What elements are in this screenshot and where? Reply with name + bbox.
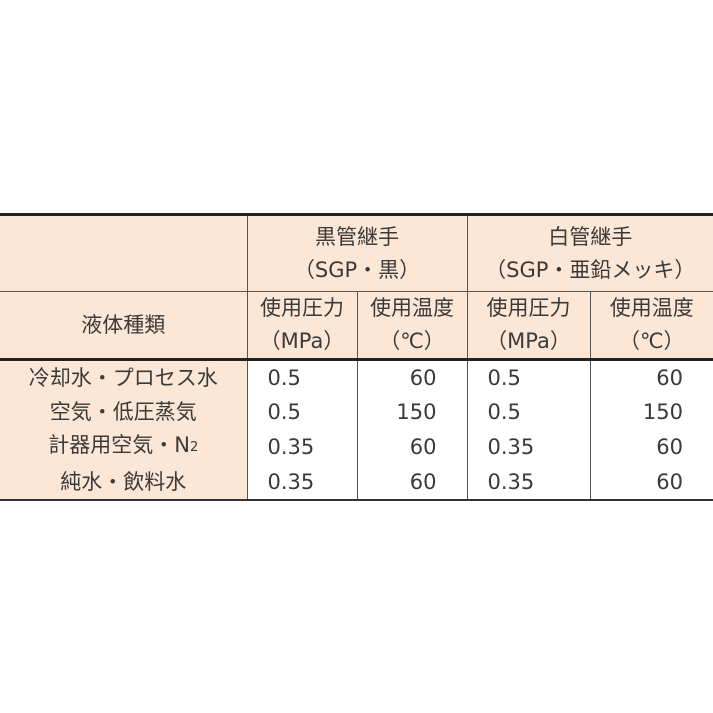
temperature-cell: 150 — [356, 395, 467, 429]
temperature-cell: 60 — [356, 429, 467, 465]
table-row: 純水・飲料水 0.35 60 0.35 60 — [0, 465, 713, 501]
table-row: 計器用空気・N2 0.35 60 0.35 60 — [0, 429, 713, 465]
pressure-temperature-table: 黒管継手 （SGP・黒） 白管継手 （SGP・亜鉛メッキ） 液体種類 使用圧力 （MP… — [0, 213, 713, 501]
unit: （℃） — [379, 329, 445, 353]
header-temperature: 使用温度 （℃） — [589, 291, 713, 361]
subscript: 2 — [189, 440, 199, 455]
group-title: 黒管継手 — [315, 224, 399, 249]
table-row: 空気・低圧蒸気 0.5 150 0.5 150 — [0, 395, 713, 429]
pressure-cell: 0.35 — [466, 429, 590, 465]
header-pressure: 使用圧力 （MPa） — [246, 291, 357, 361]
temperature-cell: 60 — [356, 465, 467, 501]
header-row-groups: 黒管継手 （SGP・黒） 白管継手 （SGP・亜鉛メッキ） — [0, 213, 713, 292]
header-white-fittings: 白管継手 （SGP・亜鉛メッキ） — [466, 213, 713, 292]
temperature-cell: 150 — [589, 395, 713, 429]
pressure-cell: 0.5 — [246, 395, 357, 429]
unit: （℃） — [618, 329, 685, 353]
pressure-cell: 0.35 — [246, 429, 357, 465]
temperature-cell: 60 — [589, 465, 713, 501]
pressure-cell: 0.35 — [466, 465, 590, 501]
temperature-cell: 60 — [589, 359, 713, 395]
header-fluid-type: 液体種類 — [0, 291, 247, 361]
fluid-cell: 計器用空気・N2 — [0, 429, 247, 465]
group-subtitle: （SGP・亜鉛メッキ） — [485, 257, 696, 282]
label: 使用圧力 — [486, 296, 571, 320]
group-title: 白管継手 — [548, 224, 633, 249]
pressure-cell: 0.5 — [466, 395, 590, 429]
fluid-text: 計器用空気・N — [48, 433, 190, 457]
label: 使用圧力 — [260, 296, 344, 320]
label: 使用温度 — [370, 296, 454, 320]
pressure-cell: 0.5 — [246, 359, 357, 395]
fluid-cell: 純水・飲料水 — [0, 465, 247, 501]
unit: （MPa） — [486, 329, 571, 353]
temperature-cell: 60 — [589, 429, 713, 465]
fluid-cell: 空気・低圧蒸気 — [0, 395, 247, 429]
fluid-cell: 冷却水・プロセス水 — [0, 359, 247, 395]
table-row: 冷却水・プロセス水 0.5 60 0.5 60 — [0, 359, 713, 395]
header-temperature: 使用温度 （℃） — [356, 291, 467, 361]
unit: （MPa） — [259, 329, 345, 353]
label: 使用温度 — [609, 296, 694, 320]
header-pressure: 使用圧力 （MPa） — [466, 291, 590, 361]
pressure-cell: 0.35 — [246, 465, 357, 501]
header-row-columns: 液体種類 使用圧力 （MPa） 使用温度 （℃） 使用圧力 （MPa） 使用温度 （℃） — [0, 291, 713, 361]
header-black-fittings: 黒管継手 （SGP・黒） — [246, 213, 467, 292]
header-blank — [0, 213, 247, 292]
group-subtitle: （SGP・黒） — [293, 257, 421, 282]
temperature-cell: 60 — [356, 359, 467, 395]
pressure-cell: 0.5 — [466, 359, 590, 395]
